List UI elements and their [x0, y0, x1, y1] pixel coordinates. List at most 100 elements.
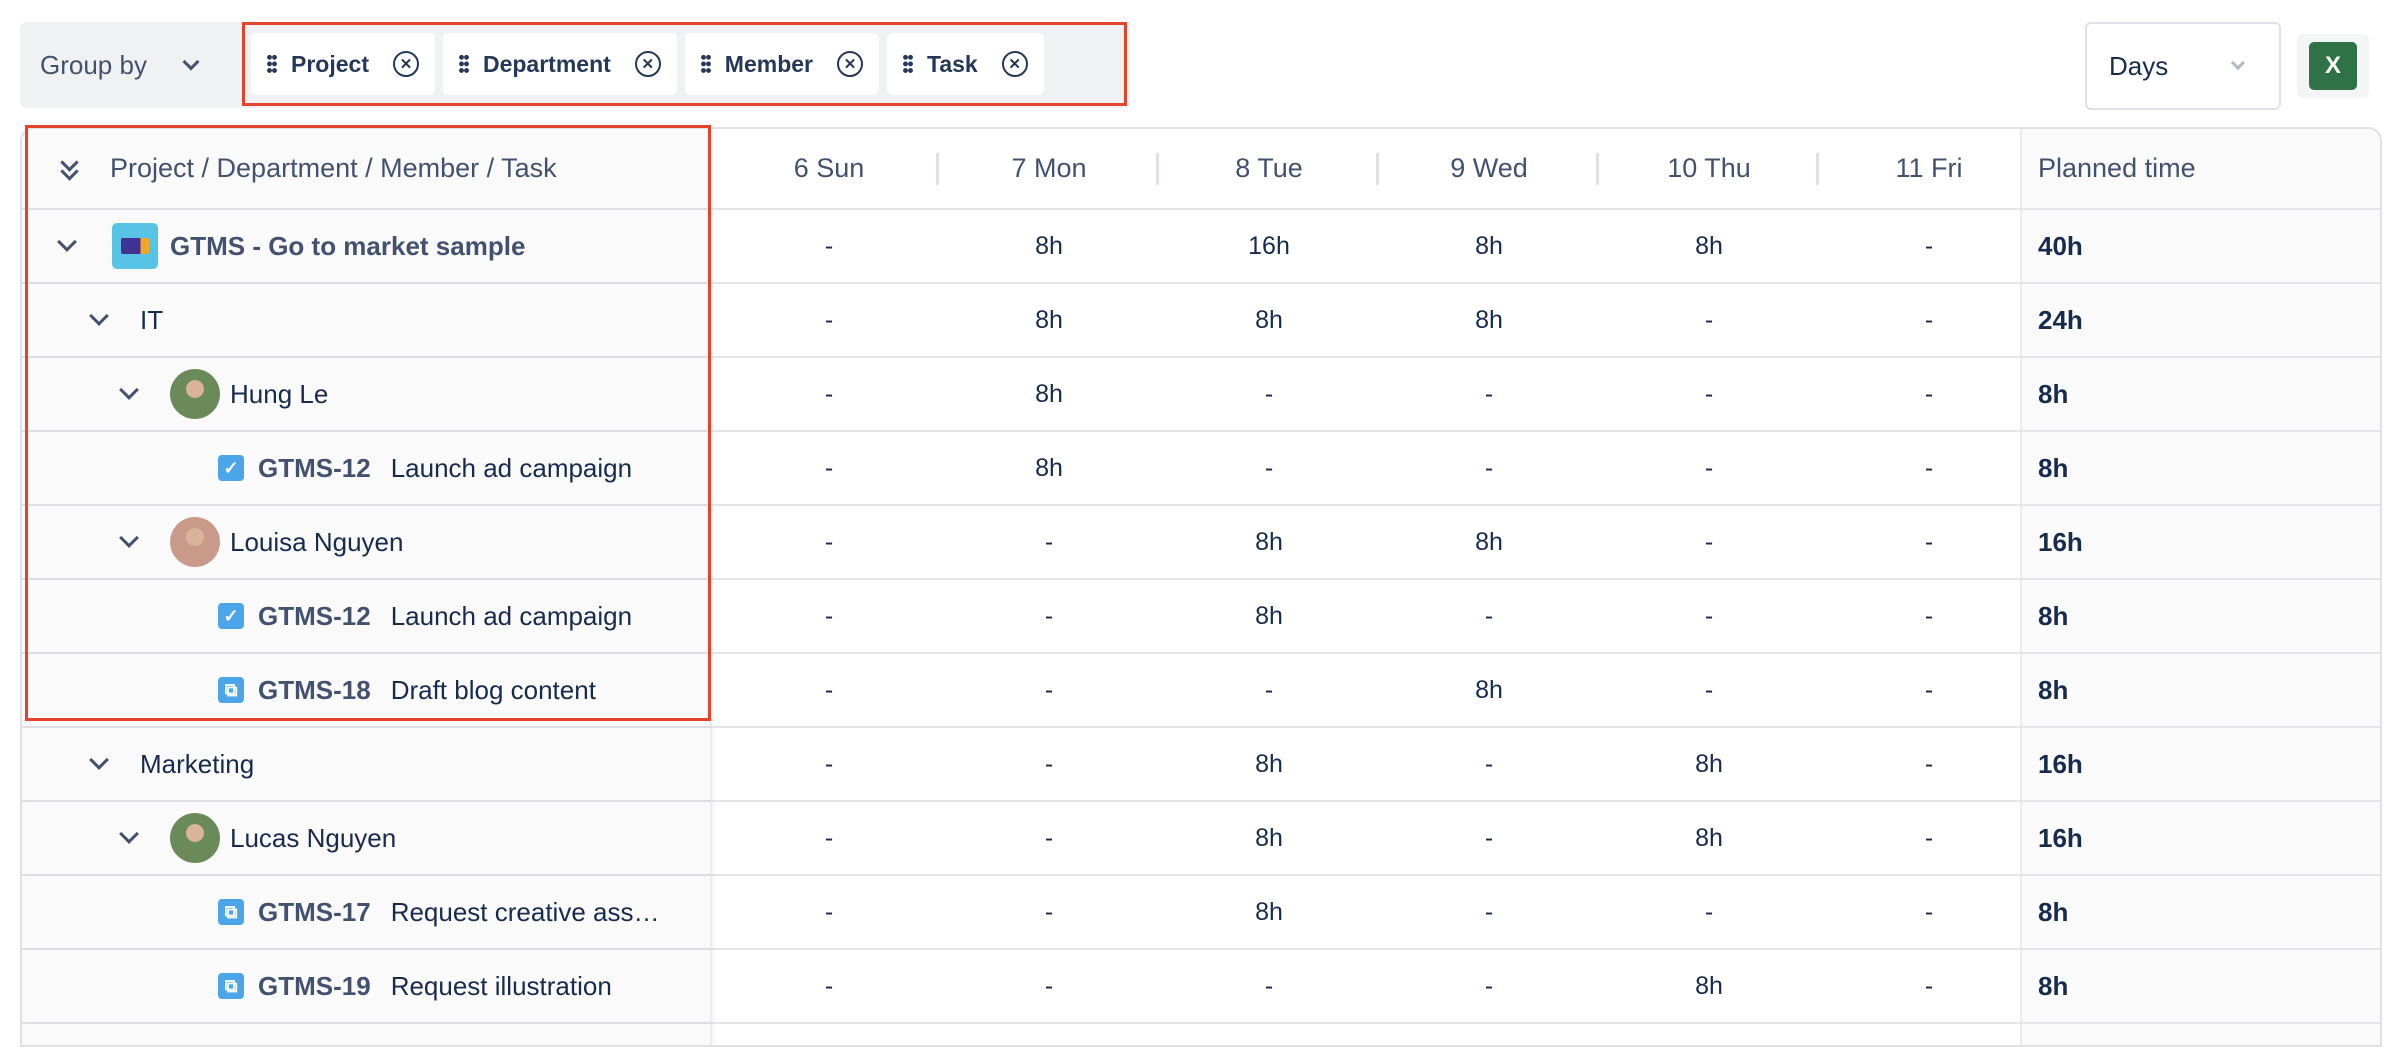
day-cell: 8h: [1035, 305, 1063, 334]
department-name: IT: [140, 304, 164, 335]
planned-time-cell: 16h: [2020, 728, 2380, 800]
day-header: 6 Sun: [719, 129, 939, 208]
planned-time-cell: 24h: [2020, 284, 2380, 356]
chevron-down-icon[interactable]: [119, 824, 139, 844]
chevron-down-icon[interactable]: [119, 380, 139, 400]
view-select[interactable]: Days: [2085, 22, 2281, 110]
timesheet-table: Project / Department / Member / Task 6 S…: [20, 127, 2382, 1047]
day-cell: -: [1484, 823, 1494, 852]
day-cell: -: [1044, 897, 1054, 926]
chevron-down-icon[interactable]: [119, 528, 139, 548]
task-row[interactable]: ✓ GTMS-12 Launch ad campaign - - 8h - - - 8h: [22, 580, 2380, 654]
group-chip-department[interactable]: Department ✕: [442, 33, 677, 95]
day-cell: -: [1044, 527, 1054, 556]
chip-label: Project: [291, 50, 369, 77]
day-cell: -: [1484, 971, 1494, 1000]
project-row[interactable]: GTMS - Go to market sample - 8h 16h 8h 8h - 40h: [22, 210, 2380, 284]
member-row[interactable]: Louisa Nguyen - - 8h 8h - - 16h: [22, 506, 2380, 580]
planned-time-cell: 8h: [2020, 950, 2380, 1022]
day-cell: -: [1044, 971, 1054, 1000]
member-row[interactable]: Hung Le - 8h - - - - 8h: [22, 358, 2380, 432]
day-cell: -: [824, 527, 834, 556]
task-name: Draft blog content: [390, 674, 596, 705]
task-row[interactable]: ✓ GTMS-12 Launch ad campaign - 8h - - - - 8h: [22, 432, 2380, 506]
member-name: Louisa Nguyen: [230, 526, 404, 557]
day-cell: -: [1484, 897, 1494, 926]
day-cell: -: [1704, 675, 1714, 704]
tree-cell: ⧉ GTMS-19 Request illustration: [22, 950, 712, 1022]
tree-cell: Louisa Nguyen: [22, 506, 712, 578]
remove-icon[interactable]: ✕: [392, 51, 419, 77]
member-row[interactable]: Lucas Nguyen - - 8h - 8h - 16h: [22, 802, 2380, 876]
day-cell: -: [1924, 749, 1934, 778]
day-cell: -: [1264, 675, 1274, 704]
task-row[interactable]: ⧉ GTMS-18 Draft blog content - - - 8h - - 8h: [22, 654, 2380, 728]
avatar: [170, 369, 220, 419]
day-cell: -: [1924, 823, 1934, 852]
task-key[interactable]: GTMS-12: [258, 600, 371, 631]
day-cell: -: [1044, 823, 1054, 852]
department-row[interactable]: Marketing - - 8h - 8h - 16h: [22, 728, 2380, 802]
day-header: 11 Fri: [1895, 153, 1963, 183]
day-cell: 16h: [1248, 231, 1290, 260]
day-cell: 8h: [1035, 379, 1063, 408]
task-key[interactable]: GTMS-18: [258, 674, 371, 705]
tree-cell: ✓ GTMS-12 Launch ad campaign: [22, 580, 712, 652]
chevron-down-icon[interactable]: [89, 750, 109, 770]
day-cell: -: [1704, 453, 1714, 482]
task-key[interactable]: GTMS-12: [258, 452, 371, 483]
subtask-icon: ⧉: [218, 677, 244, 703]
avatar: [170, 517, 220, 567]
day-cell: 8h: [1255, 527, 1283, 556]
group-chip-project[interactable]: Project ✕: [251, 33, 435, 95]
day-cell: 8h: [1695, 749, 1723, 778]
group-chip-task[interactable]: Task ✕: [887, 33, 1044, 95]
group-by-dropdown[interactable]: Group by: [40, 22, 200, 108]
day-cell: 8h: [1255, 749, 1283, 778]
drag-handle-icon[interactable]: [903, 54, 913, 74]
planned-time-cell: 8h: [2020, 580, 2380, 652]
day-cell: -: [1924, 601, 1934, 630]
project-name[interactable]: GTMS - Go to market sample: [170, 230, 526, 261]
planned-time-cell: 8h: [2020, 358, 2380, 430]
day-cell: 8h: [1255, 305, 1283, 334]
day-cell: -: [1924, 971, 1934, 1000]
day-cell: 8h: [1035, 231, 1063, 260]
project-icon: [112, 223, 158, 269]
planned-time-cell: 16h: [2020, 802, 2380, 874]
task-row[interactable]: ⧉ GTMS-17 Request creative ass… - - 8h - - - 8h: [22, 876, 2380, 950]
day-cell: -: [1484, 453, 1494, 482]
tree-cell: Hung Le: [22, 358, 712, 430]
drag-handle-icon[interactable]: [700, 54, 711, 74]
day-cell: -: [1264, 971, 1274, 1000]
department-row[interactable]: IT - 8h 8h 8h - - 24h: [22, 284, 2380, 358]
group-chip-member[interactable]: Member ✕: [684, 33, 879, 95]
task-key[interactable]: GTMS-19: [258, 970, 371, 1001]
subtask-icon: ⧉: [218, 973, 244, 999]
day-cell: -: [1704, 379, 1714, 408]
task-row[interactable]: ⧉ GTMS-19 Request illustration - - - - 8h - 8h: [22, 950, 2380, 1024]
collapse-all-icon[interactable]: [60, 152, 80, 182]
chevron-down-icon[interactable]: [89, 306, 109, 326]
day-cell: -: [824, 601, 834, 630]
tree-column-header: Project / Department / Member / Task: [22, 129, 712, 208]
tree-cell: Marketing: [22, 728, 712, 800]
day-cell: 8h: [1255, 897, 1283, 926]
remove-icon[interactable]: ✕: [1001, 51, 1028, 77]
remove-icon[interactable]: ✕: [634, 51, 661, 77]
group-by-chips: Project ✕ Department ✕ Member ✕ Task ✕: [242, 22, 1127, 106]
task-name: Request illustration: [390, 970, 612, 1001]
day-cell: -: [1704, 601, 1714, 630]
day-cell: -: [1924, 231, 1934, 260]
export-excel-button[interactable]: X: [2297, 34, 2369, 98]
drag-handle-icon[interactable]: [458, 54, 469, 74]
day-cell: 8h: [1695, 231, 1723, 260]
task-name: Launch ad campaign: [390, 452, 633, 483]
task-key[interactable]: GTMS-17: [258, 896, 371, 927]
chevron-down-icon[interactable]: [57, 232, 77, 252]
drag-handle-icon[interactable]: [267, 54, 277, 74]
day-cell: -: [1924, 305, 1934, 334]
planned-time-cell: 8h: [2020, 876, 2380, 948]
remove-icon[interactable]: ✕: [837, 51, 863, 77]
day-header: 10 Thu: [1599, 129, 1819, 208]
